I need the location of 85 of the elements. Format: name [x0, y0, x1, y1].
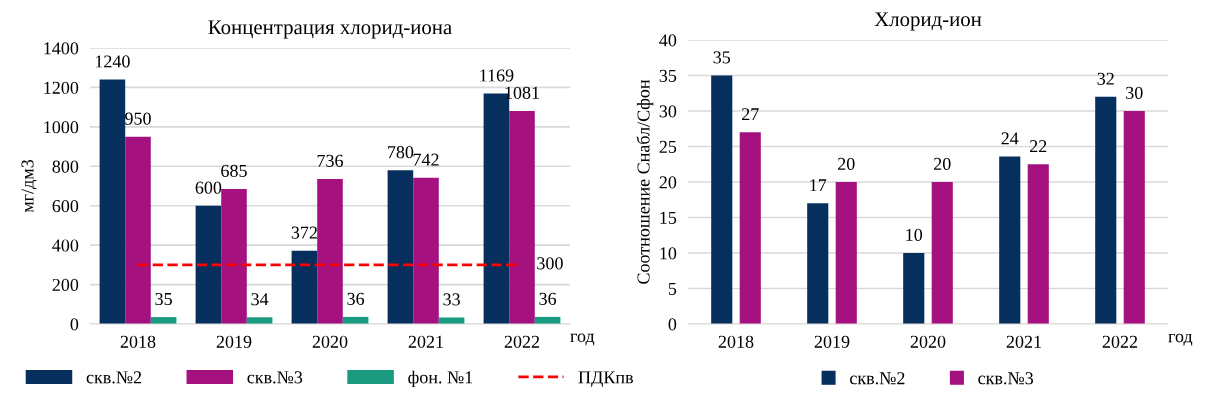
- y-tick-label: 1400: [44, 42, 79, 55]
- y-tick-label: 0: [70, 318, 79, 331]
- data-label: 20: [838, 157, 855, 170]
- data-label: 33: [443, 293, 460, 306]
- annotation: 300: [537, 257, 563, 270]
- y-tick-label: 400: [52, 239, 79, 252]
- data-label: 736: [317, 154, 343, 167]
- y-tick-label: 10: [660, 247, 677, 260]
- bar: [807, 203, 829, 324]
- bar: [835, 182, 857, 324]
- legend-label: скв.№3: [978, 372, 1034, 385]
- bar: [1027, 164, 1049, 324]
- bar: [221, 188, 247, 324]
- bar: [711, 75, 733, 324]
- bar: [413, 177, 439, 324]
- chart-title: Хлорид-ион: [874, 12, 982, 31]
- bar: [125, 136, 151, 324]
- y-tick-label: 200: [52, 278, 79, 292]
- x-axis-title: год: [570, 333, 595, 346]
- x-tick-label: 2022: [504, 335, 540, 348]
- data-label: 27: [742, 108, 759, 121]
- bar: [195, 205, 222, 324]
- legend-label: скв.№3: [247, 371, 303, 384]
- data-label: 1081: [505, 86, 539, 99]
- x-tick-label: 2020: [312, 335, 348, 348]
- data-label: 372: [291, 226, 317, 239]
- y-tick-label: 30: [659, 105, 677, 118]
- data-label: 34: [251, 293, 269, 306]
- y-tick-label: 25: [659, 140, 677, 153]
- y-tick-label: 800: [52, 160, 79, 173]
- x-tick-label: 2020: [910, 335, 946, 348]
- y-tick-label: 1200: [44, 81, 79, 94]
- x-tick-label: 2021: [1006, 335, 1041, 348]
- chart-title: Концентрация хлорид-иона: [208, 20, 452, 39]
- y-tick-label: 0: [668, 318, 677, 331]
- bar: [1123, 111, 1145, 324]
- data-label: 32: [1097, 72, 1114, 85]
- bar: [317, 178, 343, 324]
- data-label: 950: [125, 112, 151, 125]
- y-tick-label: 20: [659, 176, 677, 189]
- bar: [931, 182, 953, 324]
- bar: [438, 317, 465, 324]
- data-label: 35: [155, 292, 172, 306]
- y-axis-title: Соотношение Снабл/Сфон: [636, 79, 654, 284]
- data-label: 22: [1030, 140, 1047, 153]
- legend-label: скв.№2: [86, 371, 142, 384]
- data-label: 10: [906, 228, 923, 241]
- legend-label: скв.№2: [850, 372, 905, 385]
- legend-label: ПДКпв: [578, 371, 633, 388]
- data-label: 685: [221, 164, 247, 177]
- data-label: 20: [934, 157, 951, 170]
- legend-label: фон. №1: [408, 370, 473, 388]
- data-label: 17: [810, 179, 827, 192]
- x-tick-label: 2021: [408, 335, 443, 348]
- bar: [999, 156, 1021, 324]
- y-tick-label: 35: [659, 69, 677, 82]
- data-label: 1240: [95, 55, 130, 68]
- y-tick-label: 600: [52, 199, 79, 213]
- bar: [387, 170, 414, 324]
- bar: [903, 253, 925, 324]
- bar: [1095, 96, 1117, 324]
- y-axis-title: мг/дм3: [21, 159, 37, 213]
- data-label: 36: [539, 292, 557, 305]
- bar: [291, 250, 318, 324]
- x-tick-label: 2022: [1102, 335, 1138, 348]
- y-tick-label: 40: [659, 34, 677, 47]
- data-label: 36: [347, 292, 365, 305]
- x-axis-title: год: [1168, 333, 1193, 346]
- x-tick-label: 2018: [120, 335, 156, 348]
- x-tick-label: 2019: [814, 335, 850, 348]
- x-tick-label: 2019: [216, 335, 252, 348]
- bar: [739, 132, 761, 324]
- y-tick-label: 15: [660, 211, 677, 224]
- data-label: 742: [413, 153, 439, 166]
- data-label: 600: [195, 181, 222, 194]
- data-label: 780: [388, 146, 414, 159]
- x-tick-label: 2018: [718, 335, 754, 348]
- y-tick-label: 5: [668, 282, 677, 295]
- bar: [509, 110, 535, 324]
- data-label: 1169: [480, 69, 514, 82]
- bar: [99, 79, 126, 324]
- data-label: 30: [1126, 86, 1143, 99]
- y-tick-label: 1000: [44, 121, 79, 134]
- data-label: 35: [713, 51, 731, 64]
- data-label: 24: [1001, 132, 1019, 145]
